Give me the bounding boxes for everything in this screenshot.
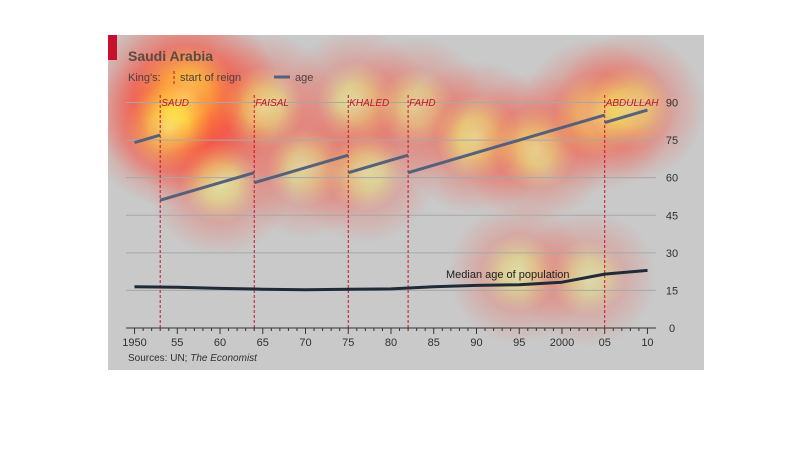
x-tick-label-55: 55 [171,337,183,349]
chart-panel: SAUD FAISAL KHALED FAHD ABDULLAH 1950 55 60 65 7… [108,35,704,370]
heatmap-blob-11 [294,101,437,244]
x-tick-label-05: 05 [599,337,611,349]
tick-labels: 1950 55 60 65 70 75 80 85 90 95 2000 05 10 0 15 30 45 60 7… [122,98,678,349]
legend-reign-label: start of reign [180,72,241,84]
source-note: Sources: UN; The Economist [128,353,258,364]
x-tick-label-75: 75 [342,337,354,349]
source-italic: The Economist [190,353,258,364]
y-tick-label-75: 75 [666,135,678,147]
x-tick-label-60: 60 [214,337,226,349]
age-segment-0 [134,133,161,145]
age-segment-5 [604,108,648,125]
gridlines [126,102,656,291]
y-tick-label-90: 90 [666,98,678,110]
x-tick-label-85: 85 [428,337,440,349]
x-tick-label-65: 65 [257,337,269,349]
legend-age-label: age [295,72,313,84]
x-tick-label-95: 95 [513,337,525,349]
king-label-khaled: KHALED [349,98,389,109]
axes [126,327,656,334]
x-tick-label-90: 90 [470,337,482,349]
reign-start-markers: SAUD FAISAL KHALED FAHD ABDULLAH [159,95,660,328]
source-prefix: Sources: UN; [128,353,190,364]
x-tick-label-1950: 1950 [122,337,146,349]
title-flag [108,35,117,60]
king-label-saud: SAUD [161,98,189,109]
median-age-line [134,268,648,292]
y-tick-label-0: 0 [669,323,675,335]
y-tick-label-60: 60 [666,173,678,185]
median-series-label: Median age of population [446,269,570,281]
y-tick-label-45: 45 [666,210,678,222]
x-tick-label-10: 10 [641,337,653,349]
king-label-faisal: FAISAL [255,98,289,109]
legend-prefix: King's: [128,72,161,84]
x-tick-label-80: 80 [385,337,397,349]
y-tick-label-15: 15 [666,285,678,297]
series-lines [134,108,648,292]
king-label-abdullah: ABDULLAH [605,98,660,109]
y-tick-label-30: 30 [666,248,678,260]
x-tick-label-70: 70 [299,337,311,349]
age-segment-3 [347,153,409,175]
age-segment-1 [159,171,255,202]
chart-title: Saudi Arabia [128,48,213,64]
king-label-fahd: FAHD [409,98,435,109]
age-segment-2 [253,153,349,185]
x-tick-label-2000: 2000 [550,337,574,349]
chart-svg: SAUD FAISAL KHALED FAHD ABDULLAH 1950 55 60 65 7… [108,35,704,364]
age-segment-4 [407,113,606,175]
heatmap-blob-8 [555,35,704,183]
